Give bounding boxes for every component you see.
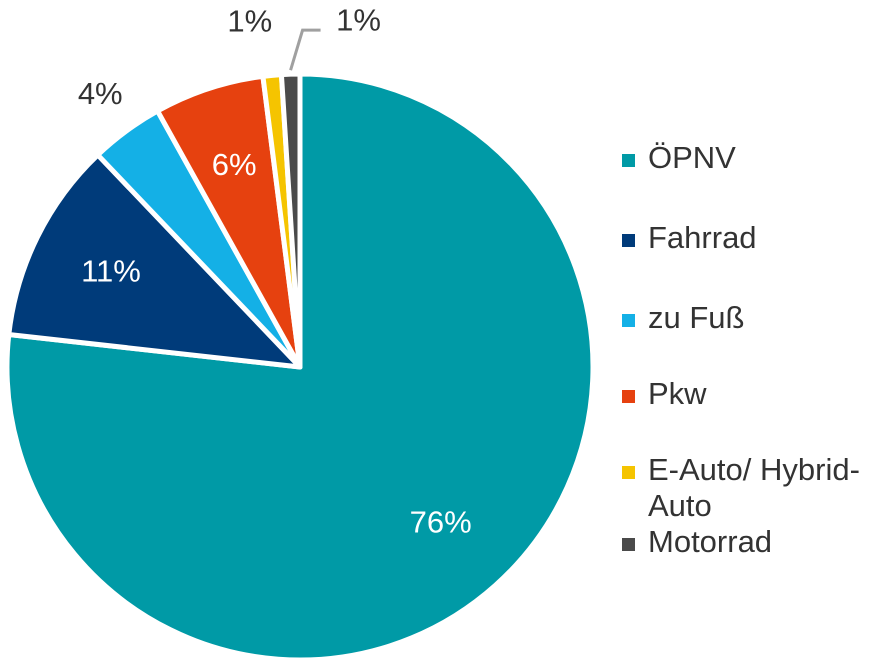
pie-slice-oepnv [4,71,596,663]
data-label-zu-fuss: 4% [78,76,123,111]
legend-swatch-motorrad [622,538,635,551]
legend-swatch-pkw [622,390,635,403]
legend-item-zu-fuss: zu Fuß [620,300,890,336]
data-label-pkw: 6% [212,147,257,182]
legend-item-e-auto: E-Auto/ Hybrid-Auto [620,452,890,524]
legend-label-fahrrad: Fahrrad [648,220,757,255]
legend-label-e-auto: E-Auto/ Hybrid-Auto [648,452,860,523]
legend-item-oepnv: ÖPNV [620,140,890,176]
legend-swatch-e-auto [622,466,635,479]
legend-item-pkw: Pkw [620,376,890,412]
leader-line-motorrad [289,28,321,71]
legend-swatch-oepnv [622,154,635,167]
legend-swatch-fahrrad [622,234,635,247]
data-label-fahrrad: 11% [81,254,141,289]
pie-slice-fahrrad [6,152,303,370]
pie-slice-motorrad [278,71,303,370]
legend: ÖPNV Fahrrad zu Fuß Pkw E-Auto/ Hybrid-A… [620,140,890,560]
legend-swatch-zu-fuss [622,314,635,327]
legend-label-pkw: Pkw [648,376,707,411]
legend-label-motorrad: Motorrad [648,524,773,559]
data-label-oepnv: 76% [410,504,472,539]
data-label-e-auto: 1% [227,4,272,39]
legend-item-fahrrad: Fahrrad [620,220,890,256]
legend-label-oepnv: ÖPNV [648,140,736,175]
legend-item-motorrad: Motorrad [620,524,890,560]
legend-label-zu-fuss: zu Fuß [648,300,745,335]
data-label-motorrad: 1% [336,2,381,37]
